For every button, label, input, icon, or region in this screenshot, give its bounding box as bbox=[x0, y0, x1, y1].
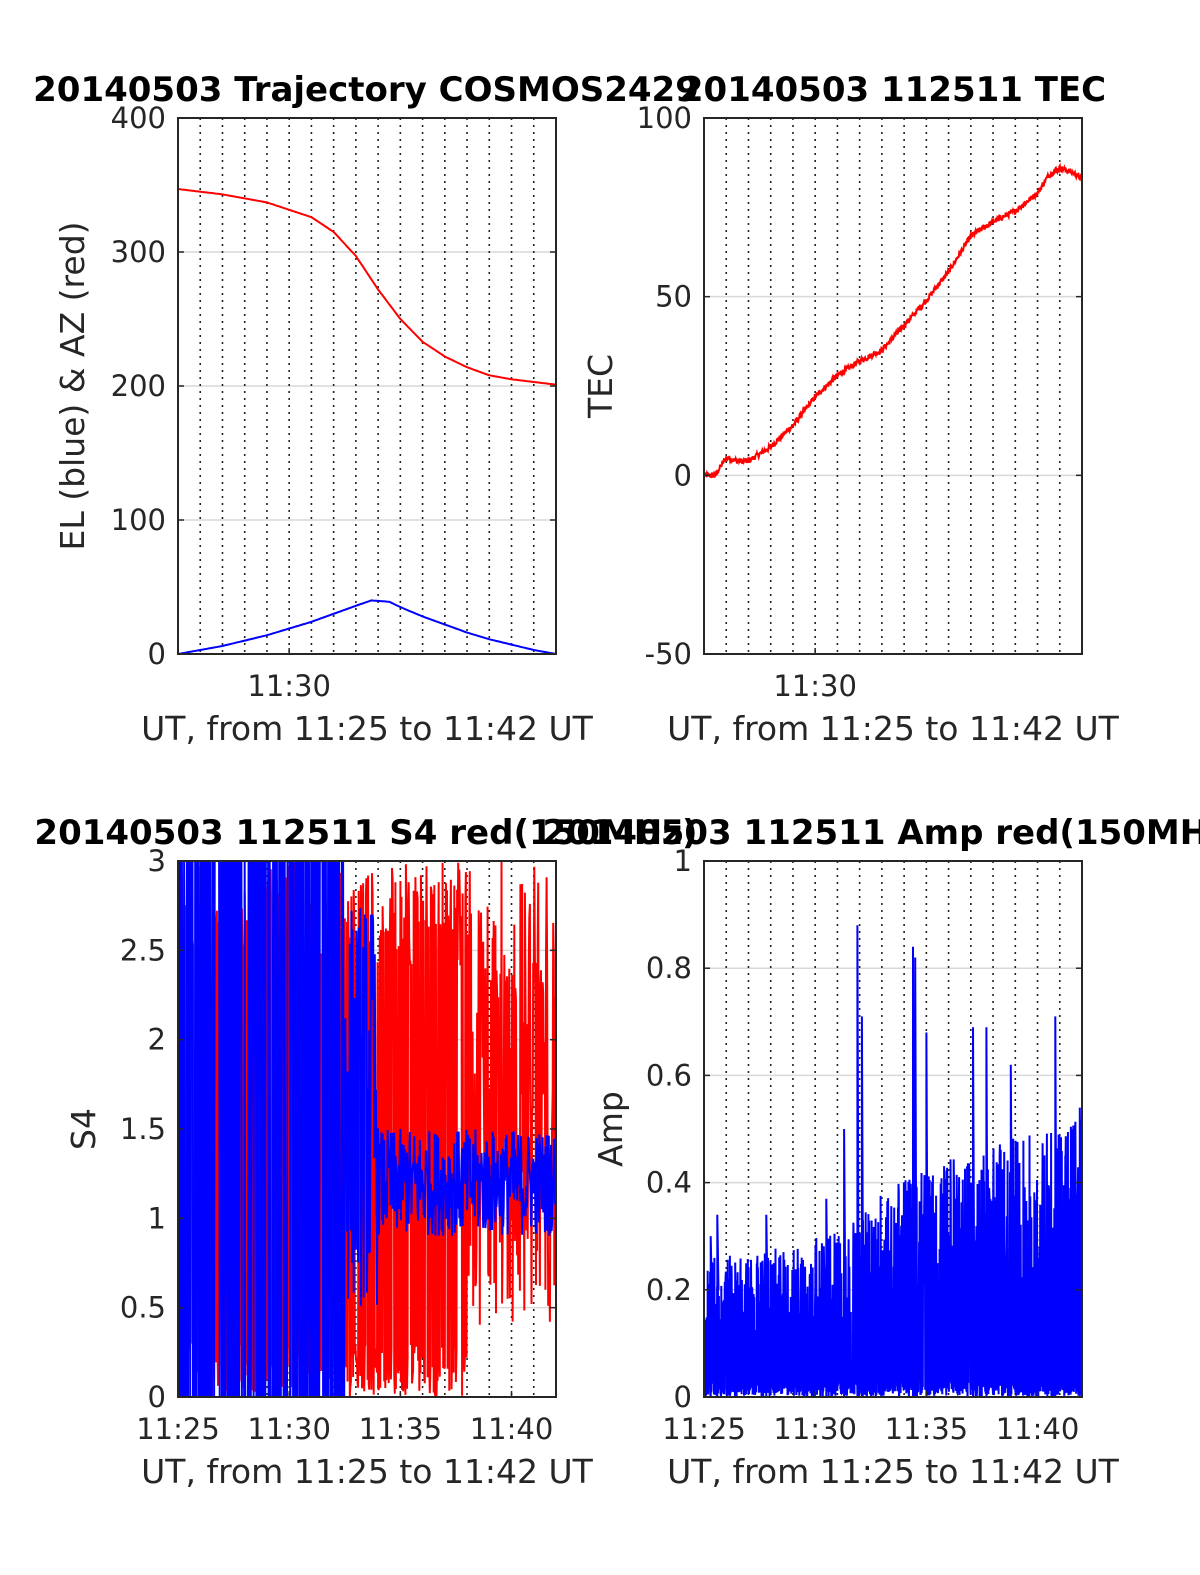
y-tick-label: 0.8 bbox=[646, 951, 692, 985]
chart-title: 20140503 112511 TEC bbox=[680, 70, 1106, 110]
x-tick-label: 11:25 bbox=[662, 1412, 746, 1446]
x-axis-label: UT, from 11:25 to 11:42 UT bbox=[667, 1452, 1120, 1491]
tec-plot: -50 0 50 100 11:30 20140503 112511 TEC UT, fro… bbox=[581, 70, 1120, 748]
y-tick-label: 3 bbox=[148, 844, 166, 878]
y-tick-label: 300 bbox=[111, 235, 166, 269]
y-tick-label: 200 bbox=[111, 369, 166, 403]
x-tick-label: 11:40 bbox=[470, 1412, 554, 1446]
el-series-line bbox=[178, 599, 556, 654]
y-tick-label: 100 bbox=[111, 503, 166, 537]
y-tick-label: 0.4 bbox=[646, 1166, 692, 1200]
az-series-line bbox=[178, 188, 556, 386]
x-tick-label: 11:40 bbox=[996, 1412, 1080, 1446]
y-tick-label: 2 bbox=[148, 1023, 166, 1057]
x-tick-label: 11:25 bbox=[136, 1412, 220, 1446]
s4-plot: 0 0.5 1 1.5 2 2.5 3 11:25 11:30 11:35 11:40 2014050… bbox=[34, 813, 697, 1491]
y-tick-label: 0 bbox=[674, 1380, 692, 1414]
trajectory-plot: 0 100 200 300 400 11:30 20140503 Trajectory CO… bbox=[33, 70, 699, 748]
plot-area bbox=[704, 162, 1082, 479]
y-tick-label: 0.6 bbox=[646, 1058, 692, 1092]
x-tick-label: 11:30 bbox=[773, 669, 857, 703]
plot-area bbox=[704, 925, 1082, 1397]
x-axis-label: UT, from 11:25 to 11:42 UT bbox=[141, 709, 594, 748]
amp-series-line bbox=[704, 925, 1082, 1397]
y-tick-label: 100 bbox=[637, 101, 692, 135]
plot-area bbox=[178, 861, 556, 1397]
x-axis-label: UT, from 11:25 to 11:42 UT bbox=[667, 709, 1120, 748]
y-axis-label: S4 bbox=[64, 1108, 103, 1150]
y-tick-label: 0 bbox=[148, 637, 166, 671]
axes-box bbox=[703, 860, 1083, 1398]
y-axis-label: EL (blue) & AZ (red) bbox=[53, 221, 92, 550]
y-tick-label: 50 bbox=[655, 280, 692, 314]
y-tick-label: 0 bbox=[148, 1380, 166, 1414]
x-tick-label: 11:35 bbox=[359, 1412, 443, 1446]
tec-series-line bbox=[704, 162, 1082, 479]
chart-title: 20140503 112511 S4 red(150MHz) bbox=[34, 813, 697, 853]
amp-plot: 0 0.2 0.4 0.6 0.8 1 11:25 11:30 11:35 11:40 201405… bbox=[542, 813, 1200, 1491]
x-tick-label: 11:35 bbox=[885, 1412, 969, 1446]
s4-blue-series-line bbox=[178, 861, 556, 1397]
plot-area bbox=[178, 188, 556, 654]
y-tick-label: 1.5 bbox=[120, 1112, 166, 1146]
y-axis-label: Amp bbox=[591, 1091, 630, 1167]
y-tick-label: 400 bbox=[111, 101, 166, 135]
x-tick-label: 11:30 bbox=[247, 1412, 331, 1446]
axes-box bbox=[703, 117, 1083, 655]
chart-title: 20140503 112511 Amp red(150MHz) bbox=[542, 813, 1200, 853]
y-tick-label: 0.5 bbox=[120, 1291, 166, 1325]
y-tick-label: 0.2 bbox=[646, 1273, 692, 1307]
chart-title: 20140503 Trajectory COSMOS2429 bbox=[33, 70, 699, 110]
y-tick-label: 1 bbox=[148, 1201, 166, 1235]
y-tick-label: 1 bbox=[674, 844, 692, 878]
y-tick-label: 2.5 bbox=[120, 933, 166, 967]
y-tick-label: 0 bbox=[674, 458, 692, 492]
x-tick-label: 11:30 bbox=[247, 669, 331, 703]
x-tick-label: 11:30 bbox=[773, 1412, 857, 1446]
x-axis-label: UT, from 11:25 to 11:42 UT bbox=[141, 1452, 594, 1491]
y-tick-label: -50 bbox=[645, 637, 692, 671]
y-axis-label: TEC bbox=[581, 354, 620, 419]
